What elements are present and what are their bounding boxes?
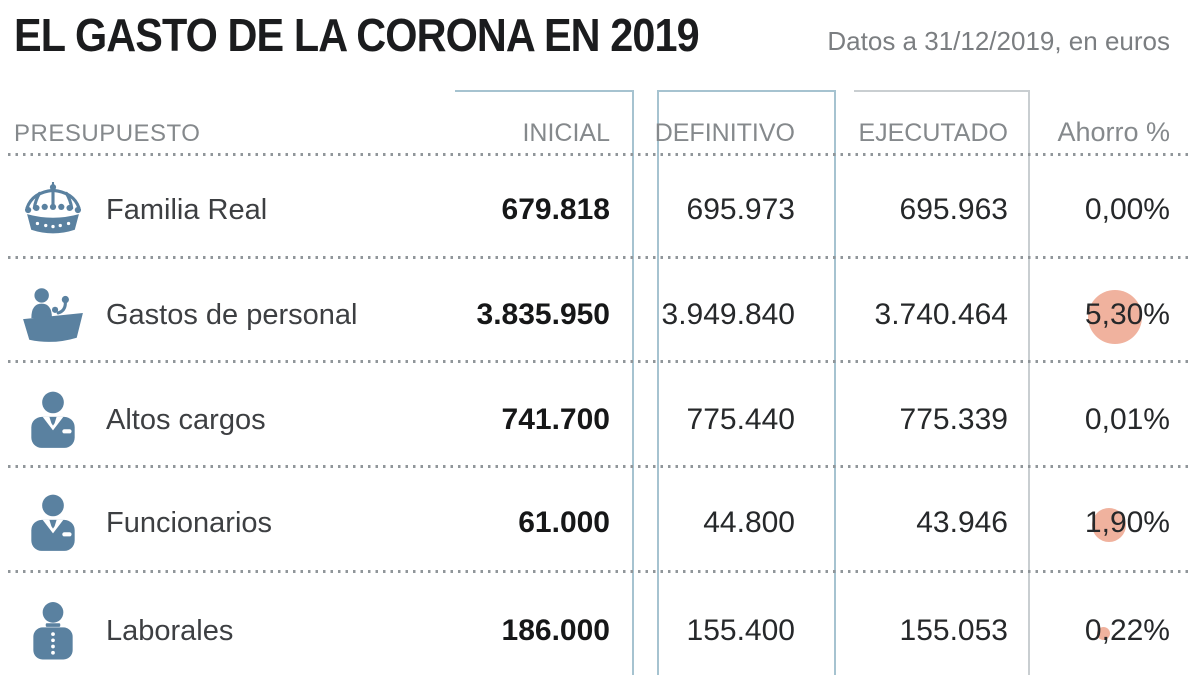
ahorro-value: 0,00% xyxy=(1084,193,1170,226)
row-label: Laborales xyxy=(106,614,234,647)
row-label: Gastos de personal xyxy=(106,298,358,331)
cell-inicial: 741.700 xyxy=(501,403,610,436)
row-separator xyxy=(8,153,1192,156)
column-header-presupuesto: PRESUPUESTO xyxy=(14,120,201,147)
cell-ejecutado: 775.339 xyxy=(899,403,1008,436)
ahorro-value: 1,90% xyxy=(1084,506,1170,539)
cell-inicial: 61.000 xyxy=(518,506,610,539)
table-row: Familia Real 679.818 695.973 695.963 0,0… xyxy=(0,170,1200,250)
cell-inicial: 186.000 xyxy=(501,614,610,647)
column-header-definitivo: DEFINITIVO xyxy=(654,119,795,147)
cell-ejecutado: 155.053 xyxy=(899,614,1008,647)
crown-icon xyxy=(14,170,92,250)
column-header-inicial: INICIAL xyxy=(522,119,610,147)
subtitle: Datos a 31/12/2019, en euros xyxy=(827,26,1170,56)
executive-person-icon xyxy=(14,483,92,563)
cell-definitivo: 695.973 xyxy=(686,193,795,226)
inicial-column-right-line xyxy=(632,90,634,675)
definitivo-column-left-line xyxy=(657,90,659,675)
column-header-ejecutado: EJECUTADO xyxy=(858,119,1008,147)
table-row: Funcionarios 61.000 44.800 43.946 1,90% xyxy=(0,483,1200,563)
cell-ahorro: 0,01% xyxy=(1040,380,1170,460)
ahorro-value: 0,01% xyxy=(1084,403,1170,436)
speaker-podium-icon xyxy=(14,275,92,355)
cell-definitivo: 155.400 xyxy=(686,614,795,647)
row-label: Familia Real xyxy=(106,193,268,226)
savings-highlight-dot xyxy=(1097,627,1110,640)
ahorro-value: 5,30% xyxy=(1084,298,1170,331)
ahorro-value: 0,22% xyxy=(1084,614,1170,647)
row-separator xyxy=(8,570,1192,573)
cell-definitivo: 3.949.840 xyxy=(661,298,795,331)
cell-ejecutado: 43.946 xyxy=(916,506,1008,539)
cell-inicial: 3.835.950 xyxy=(476,298,610,331)
table-row: Laborales 186.000 155.400 155.053 0,22% xyxy=(0,591,1200,671)
row-separator xyxy=(8,256,1192,259)
savings-highlight-dot xyxy=(1088,290,1142,344)
definitivo-column-topline xyxy=(657,90,836,92)
cell-inicial: 679.818 xyxy=(501,193,610,226)
executive-person-icon xyxy=(14,380,92,460)
row-label: Altos cargos xyxy=(106,403,266,436)
table-row: Gastos de personal 3.835.950 3.949.840 3… xyxy=(0,275,1200,355)
ejecutado-column-right-line xyxy=(1028,90,1030,675)
savings-highlight-dot xyxy=(1092,508,1126,542)
column-header-ahorro: Ahorro % xyxy=(1057,117,1170,147)
worker-person-icon xyxy=(14,591,92,671)
inicial-column-topline xyxy=(455,90,633,92)
cell-ejecutado: 695.963 xyxy=(899,193,1008,226)
cell-ahorro: 0,22% xyxy=(1040,591,1170,671)
cell-ahorro: 1,90% xyxy=(1040,483,1170,563)
ejecutado-column-topline xyxy=(854,90,1030,92)
table-row: Altos cargos 741.700 775.440 775.339 0,0… xyxy=(0,380,1200,460)
definitivo-column-right-line xyxy=(834,90,836,675)
cell-ahorro: 5,30% xyxy=(1040,275,1170,355)
row-separator xyxy=(8,465,1192,468)
cell-ejecutado: 3.740.464 xyxy=(874,298,1008,331)
page-title: EL GASTO DE LA CORONA EN 2019 xyxy=(14,9,700,61)
cell-definitivo: 44.800 xyxy=(703,506,795,539)
row-separator xyxy=(8,360,1192,363)
cell-ahorro: 0,00% xyxy=(1040,170,1170,250)
row-label: Funcionarios xyxy=(106,506,273,539)
cell-definitivo: 775.440 xyxy=(686,403,795,436)
